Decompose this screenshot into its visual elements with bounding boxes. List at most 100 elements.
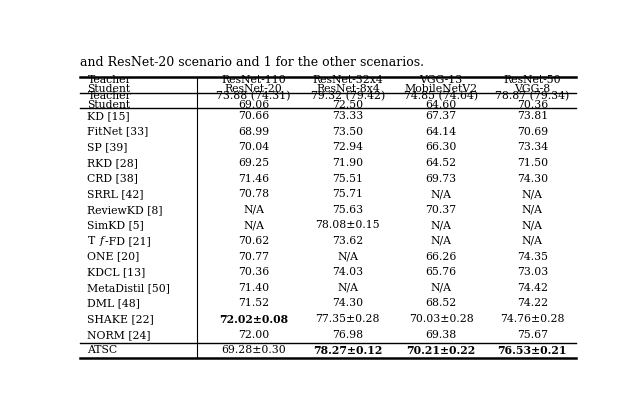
Text: 70.36: 70.36	[516, 100, 548, 110]
Text: 73.88 (74.31): 73.88 (74.31)	[216, 91, 291, 101]
Text: VGG-13: VGG-13	[419, 76, 463, 85]
Text: 70.21±0.22: 70.21±0.22	[406, 345, 476, 356]
Text: 71.46: 71.46	[238, 173, 269, 183]
Text: NORM [24]: NORM [24]	[88, 330, 151, 340]
Text: 69.73: 69.73	[426, 173, 457, 183]
Text: 70.69: 70.69	[516, 127, 548, 137]
Text: RKD [28]: RKD [28]	[88, 158, 138, 168]
Text: DML [48]: DML [48]	[88, 298, 140, 308]
Text: 70.77: 70.77	[238, 251, 269, 261]
Text: ReviewKD [8]: ReviewKD [8]	[88, 205, 163, 215]
Text: 75.67: 75.67	[517, 330, 548, 340]
Text: 64.60: 64.60	[426, 100, 457, 110]
Text: 70.36: 70.36	[238, 267, 269, 277]
Text: 70.62: 70.62	[238, 236, 269, 246]
Text: 74.42: 74.42	[517, 283, 548, 293]
Text: 73.34: 73.34	[516, 142, 548, 152]
Text: FitNet [33]: FitNet [33]	[88, 127, 148, 137]
Text: 78.87 (79.34): 78.87 (79.34)	[495, 91, 570, 101]
Text: 70.66: 70.66	[238, 111, 269, 121]
Text: 73.33: 73.33	[332, 111, 364, 121]
Text: and ResNet-20 scenario and 1 for the other scenarios.: and ResNet-20 scenario and 1 for the oth…	[80, 56, 424, 69]
Text: ResNet-32x4: ResNet-32x4	[312, 76, 383, 85]
Text: Teacher: Teacher	[88, 91, 131, 101]
Text: 74.03: 74.03	[332, 267, 364, 277]
Text: 66.30: 66.30	[426, 142, 457, 152]
Text: T: T	[88, 236, 95, 246]
Text: 64.52: 64.52	[426, 158, 457, 168]
Text: MetaDistil [50]: MetaDistil [50]	[88, 283, 170, 293]
Text: N/A: N/A	[337, 283, 358, 293]
Text: N/A: N/A	[431, 189, 452, 199]
Text: 75.51: 75.51	[332, 173, 364, 183]
Text: 69.06: 69.06	[238, 100, 269, 110]
Text: Student: Student	[88, 84, 131, 94]
Text: ResNet-20: ResNet-20	[225, 84, 282, 94]
Text: 73.81: 73.81	[516, 111, 548, 121]
Text: 74.85 (74.64): 74.85 (74.64)	[404, 91, 478, 101]
Text: CRD [38]: CRD [38]	[88, 173, 138, 183]
Text: VGG-8: VGG-8	[514, 84, 550, 94]
Text: KD [15]: KD [15]	[88, 111, 130, 121]
Text: N/A: N/A	[337, 251, 358, 261]
Text: 68.99: 68.99	[238, 127, 269, 137]
Text: 70.04: 70.04	[238, 142, 269, 152]
Text: 70.37: 70.37	[426, 205, 457, 215]
Text: 73.50: 73.50	[332, 127, 364, 137]
Text: N/A: N/A	[431, 283, 452, 293]
Text: f: f	[99, 236, 103, 246]
Text: 71.90: 71.90	[332, 158, 364, 168]
Text: 71.40: 71.40	[238, 283, 269, 293]
Text: 70.78: 70.78	[238, 189, 269, 199]
Text: 72.50: 72.50	[332, 100, 364, 110]
Text: 66.26: 66.26	[426, 251, 457, 261]
Text: 74.22: 74.22	[516, 298, 548, 308]
Text: 73.03: 73.03	[516, 267, 548, 277]
Text: 73.62: 73.62	[332, 236, 364, 246]
Text: ATSC: ATSC	[88, 345, 118, 355]
Text: ResNet-110: ResNet-110	[221, 76, 286, 85]
Text: 69.38: 69.38	[426, 330, 457, 340]
Text: 69.25: 69.25	[238, 158, 269, 168]
Text: 72.00: 72.00	[238, 330, 269, 340]
Text: 71.52: 71.52	[238, 298, 269, 308]
Text: N/A: N/A	[522, 189, 543, 199]
Text: ResNet-50: ResNet-50	[504, 76, 561, 85]
Text: 68.52: 68.52	[426, 298, 457, 308]
Text: 64.14: 64.14	[426, 127, 457, 137]
Text: Student: Student	[88, 100, 131, 110]
Text: 74.30: 74.30	[516, 173, 548, 183]
Text: 78.08±0.15: 78.08±0.15	[316, 220, 380, 230]
Text: 78.27±0.12: 78.27±0.12	[313, 345, 383, 356]
Text: N/A: N/A	[431, 236, 452, 246]
Text: 74.30: 74.30	[332, 298, 364, 308]
Text: N/A: N/A	[522, 205, 543, 215]
Text: SHAKE [22]: SHAKE [22]	[88, 314, 154, 324]
Text: N/A: N/A	[522, 236, 543, 246]
Text: 79.32 (79.42): 79.32 (79.42)	[310, 91, 385, 101]
Text: N/A: N/A	[522, 220, 543, 230]
Text: 75.71: 75.71	[332, 189, 364, 199]
Text: -FD [21]: -FD [21]	[106, 236, 151, 246]
Text: 65.76: 65.76	[426, 267, 457, 277]
Text: KDCL [13]: KDCL [13]	[88, 267, 146, 277]
Text: N/A: N/A	[431, 220, 452, 230]
Text: 77.35±0.28: 77.35±0.28	[316, 314, 380, 324]
Text: Teacher: Teacher	[88, 76, 131, 85]
Text: 74.35: 74.35	[517, 251, 548, 261]
Text: N/A: N/A	[243, 205, 264, 215]
Text: 72.94: 72.94	[332, 142, 364, 152]
Text: 76.98: 76.98	[332, 330, 364, 340]
Text: N/A: N/A	[243, 220, 264, 230]
Text: SP [39]: SP [39]	[88, 142, 128, 152]
Text: 70.03±0.28: 70.03±0.28	[409, 314, 474, 324]
Text: 75.63: 75.63	[332, 205, 364, 215]
Text: 74.76±0.28: 74.76±0.28	[500, 314, 564, 324]
Text: 67.37: 67.37	[426, 111, 457, 121]
Text: SRRL [42]: SRRL [42]	[88, 189, 144, 199]
Text: 71.50: 71.50	[516, 158, 548, 168]
Text: 72.02±0.08: 72.02±0.08	[219, 314, 288, 325]
Text: ResNet-8x4: ResNet-8x4	[316, 84, 380, 94]
Text: SimKD [5]: SimKD [5]	[88, 220, 144, 230]
Text: 76.53±0.21: 76.53±0.21	[498, 345, 567, 356]
